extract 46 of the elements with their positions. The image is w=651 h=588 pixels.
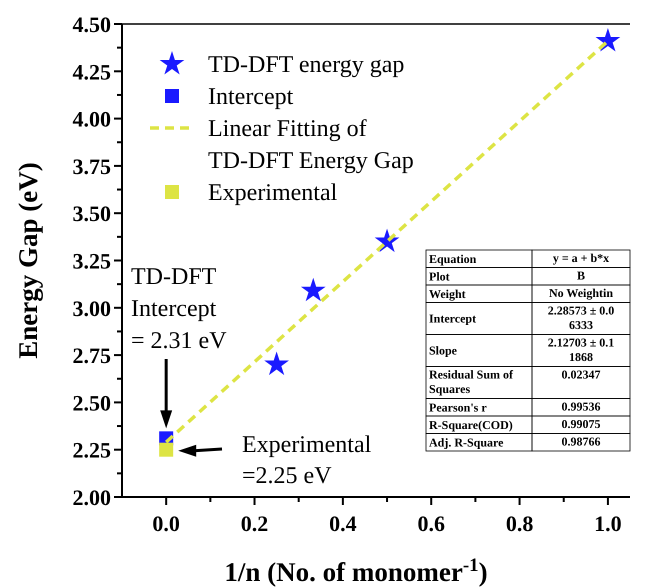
y-tick-label: 4.00 bbox=[72, 106, 111, 132]
x-tick-label: 0.4 bbox=[329, 511, 357, 536]
y-tick-label: 3.25 bbox=[72, 248, 111, 274]
legend-label: TD-DFT energy gap bbox=[208, 52, 404, 78]
annotation: Slope bbox=[429, 344, 458, 358]
y-axis-title: Energy Gap (eV) bbox=[13, 162, 43, 359]
y-tick-label: 2.25 bbox=[72, 438, 111, 463]
annotation: Residual Sum of Squares bbox=[429, 368, 514, 396]
y-tick-label: 2.00 bbox=[72, 485, 111, 510]
annotation: 0.98766 bbox=[562, 434, 600, 448]
point bbox=[159, 442, 174, 457]
y-tick-label: 3.00 bbox=[72, 296, 111, 321]
annotation: Adj. R-Square bbox=[429, 435, 504, 450]
annotation: R-Square(COD) bbox=[429, 418, 513, 432]
annotation: Plot bbox=[429, 269, 450, 284]
y-tick-label: 4.50 bbox=[72, 12, 111, 37]
x-tick-label: 0.0 bbox=[152, 511, 180, 536]
annotation: y = a + b*x bbox=[552, 251, 610, 265]
annotation: TD-DFT Intercept = 2.31 eV bbox=[131, 264, 228, 354]
legend-label: Intercept bbox=[208, 84, 294, 110]
annotation: Weight bbox=[429, 286, 466, 301]
x-tick-label: 0.8 bbox=[506, 511, 534, 536]
annotation: No Weightin bbox=[548, 286, 614, 300]
x-tick-label: 0.6 bbox=[417, 511, 445, 536]
annotation: 0.02347 bbox=[562, 368, 600, 382]
annotation: Equation bbox=[429, 252, 477, 266]
legend-label: Linear Fitting of TD-DFT Energy Gap bbox=[208, 116, 414, 174]
y-tick-label: 3.75 bbox=[72, 154, 111, 179]
annotation: 0.99536 bbox=[562, 400, 600, 414]
x-tick-label: 1.0 bbox=[594, 511, 622, 536]
annotation: 0.99075 bbox=[562, 417, 600, 431]
annotation: Intercept bbox=[429, 312, 476, 326]
annotation: B bbox=[576, 268, 586, 282]
annotation: 2.28573 ± 0.06333 bbox=[548, 304, 614, 332]
y-tick-label: 4.25 bbox=[72, 59, 111, 84]
y-tick-label: 2.75 bbox=[72, 343, 111, 368]
x-tick-label: 0.2 bbox=[240, 511, 268, 536]
y-tick-label: 2.50 bbox=[72, 390, 111, 416]
point bbox=[300, 278, 326, 302]
y-tick-label: 3.50 bbox=[72, 201, 111, 226]
annotation: Experimental =2.25 eV bbox=[242, 432, 372, 489]
legend-label: Experimental bbox=[208, 180, 338, 206]
annotation: 2.12703 ± 0.11868 bbox=[548, 336, 614, 364]
annotation: Pearson's r bbox=[429, 400, 488, 414]
point bbox=[264, 352, 289, 376]
x-axis-title: 1/n (No. of monomer$^{-1}$) bbox=[224, 554, 488, 587]
